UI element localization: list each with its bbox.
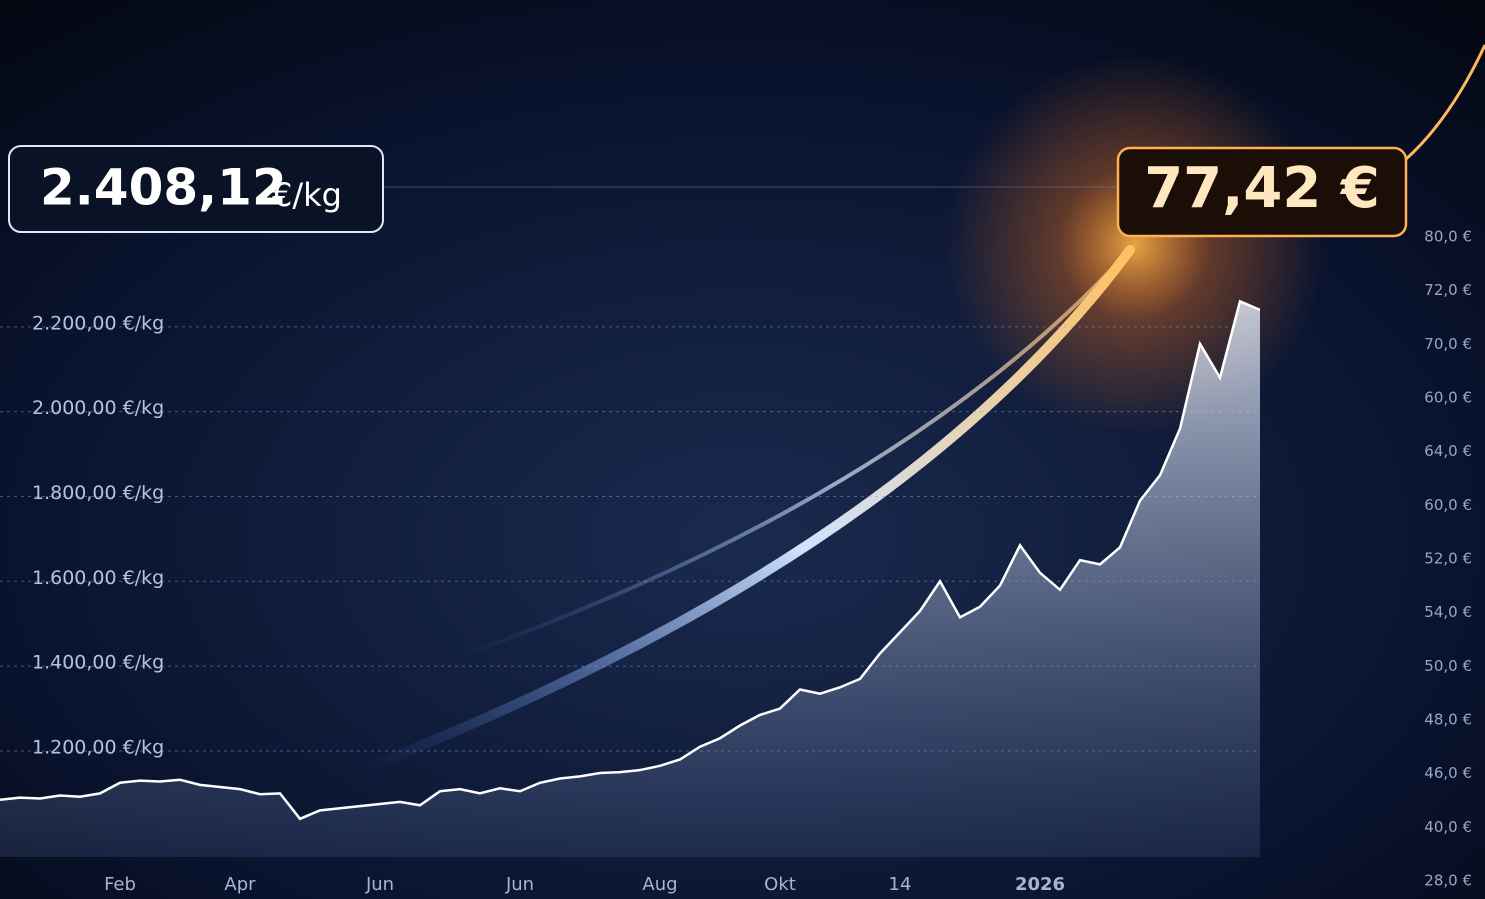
y2-tick-label: 60,0 € bbox=[1424, 496, 1472, 514]
x-tick-label: Okt bbox=[764, 874, 796, 895]
x-tick-label: Jun bbox=[505, 874, 534, 895]
y2-tick-label: 54,0 € bbox=[1424, 603, 1472, 621]
glow bbox=[945, 55, 1325, 435]
highlight-value: 77,42 € bbox=[1144, 156, 1380, 221]
y-tick-label: 1.200,00 €/kg bbox=[32, 736, 164, 758]
y-tick-label: 1.600,00 €/kg bbox=[32, 567, 164, 589]
headline-value: 2.408,12 bbox=[40, 159, 287, 217]
trend-arc bbox=[449, 253, 1127, 662]
x-tick-label: Aug bbox=[642, 874, 677, 895]
x-tick-label: 2026 bbox=[1015, 874, 1065, 895]
x-tick-label: Apr bbox=[224, 874, 256, 895]
headline-box bbox=[8, 145, 384, 233]
y2-tick-label: 64,0 € bbox=[1424, 442, 1472, 460]
y2-tick-label: 72,0 € bbox=[1424, 281, 1472, 299]
trend-arc bbox=[1404, 44, 1485, 162]
y-tick-label: 1.800,00 €/kg bbox=[32, 482, 164, 504]
y2-tick-label: 70,0 € bbox=[1424, 335, 1472, 353]
y-tick-label: 2.200,00 €/kg bbox=[32, 312, 164, 334]
y2-tick-label: 46,0 € bbox=[1424, 764, 1472, 782]
y2-tick-label: 28,0 € bbox=[1424, 872, 1472, 890]
x-tick-label: Jun bbox=[365, 874, 394, 895]
trend-arc bbox=[355, 245, 1135, 775]
x-tick-label: Feb bbox=[104, 874, 136, 895]
y-tick-label: 2.000,00 €/kg bbox=[32, 397, 164, 419]
headline-unit: €/kg bbox=[272, 176, 342, 214]
highlight-box bbox=[1116, 146, 1408, 238]
y2-tick-label: 48,0 € bbox=[1424, 711, 1472, 729]
y2-tick-label: 60,0 € bbox=[1424, 389, 1472, 407]
line bbox=[0, 299, 1261, 821]
area bbox=[0, 301, 1260, 858]
y2-tick-label: 52,0 € bbox=[1424, 550, 1472, 568]
y2-tick-label: 80,0 € bbox=[1424, 228, 1472, 246]
x-tick-label: 14 bbox=[889, 874, 912, 895]
y-tick-label: 1.400,00 €/kg bbox=[32, 652, 164, 674]
y2-tick-label: 40,0 € bbox=[1424, 818, 1472, 836]
y2-tick-label: 50,0 € bbox=[1424, 657, 1472, 675]
plot: 1.200,00 €/kg 1.400,00 €/kg 1.600,00 €/kg 1… bbox=[0, 228, 1472, 895]
